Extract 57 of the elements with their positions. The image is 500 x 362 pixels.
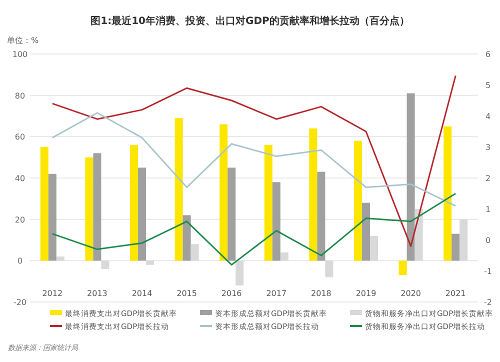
bar	[280, 252, 288, 261]
bar	[40, 147, 48, 261]
y-axis-title: 单位：%	[7, 36, 39, 45]
x-tick-label: 2012	[42, 289, 63, 298]
y-tick-label: 0	[17, 256, 23, 266]
bar	[182, 215, 191, 261]
x-tick-label: 2021	[445, 289, 466, 298]
x-tick-label: 2017	[266, 289, 287, 298]
bar	[264, 144, 272, 261]
bar	[85, 157, 94, 261]
y-tick-label: 40	[14, 174, 26, 183]
y2-tick-label: 2	[485, 174, 491, 183]
x-tick-label: 2020	[400, 289, 421, 298]
bar	[460, 219, 468, 261]
bar	[444, 126, 452, 261]
y-tick-label: 80	[14, 91, 26, 100]
bar	[228, 168, 236, 261]
y2-tick-label: 1	[485, 205, 491, 214]
bar	[48, 174, 56, 261]
bar	[56, 256, 64, 261]
x-tick-label: 2018	[311, 289, 332, 298]
bar	[406, 93, 415, 261]
bar	[146, 260, 154, 265]
x-tick-label: 2015	[176, 289, 197, 298]
x-tick-label: 2013	[87, 289, 108, 298]
y2-tick-label: -1	[484, 267, 492, 276]
y2-tick-label: 6	[485, 50, 491, 59]
bar	[101, 260, 110, 269]
y2-tick-label: 4	[485, 112, 491, 121]
bar	[370, 236, 378, 261]
y2-tick-label: -2	[484, 298, 492, 307]
y-tick-label: 20	[14, 215, 26, 224]
bar	[398, 260, 407, 276]
bar	[174, 118, 183, 261]
y2-tick-label: 5	[485, 81, 491, 90]
bar	[362, 202, 370, 261]
bar	[93, 153, 102, 261]
y-tick-label: 60	[14, 132, 26, 142]
bar	[236, 260, 244, 286]
y2-tick-label: 0	[485, 236, 491, 245]
bar	[220, 124, 228, 261]
y2-tick-label: 3	[485, 143, 491, 152]
y-tick-label: 100	[12, 50, 28, 59]
bar	[452, 234, 460, 261]
bar	[317, 172, 326, 261]
x-tick-label: 2014	[132, 289, 152, 298]
x-tick-label: 2019	[356, 289, 376, 298]
bar	[130, 144, 138, 261]
bar	[190, 244, 199, 261]
x-tick-label: 2016	[221, 289, 242, 298]
bar	[272, 182, 280, 261]
bar	[138, 168, 146, 261]
chart-title: 图1:最近10年消费、投资、出口对GDP的贡献率和增长拉动（百分点）	[90, 15, 410, 27]
bar	[325, 260, 334, 278]
y-tick-label: -20	[13, 298, 27, 307]
bar	[309, 128, 318, 261]
bar	[354, 140, 362, 261]
